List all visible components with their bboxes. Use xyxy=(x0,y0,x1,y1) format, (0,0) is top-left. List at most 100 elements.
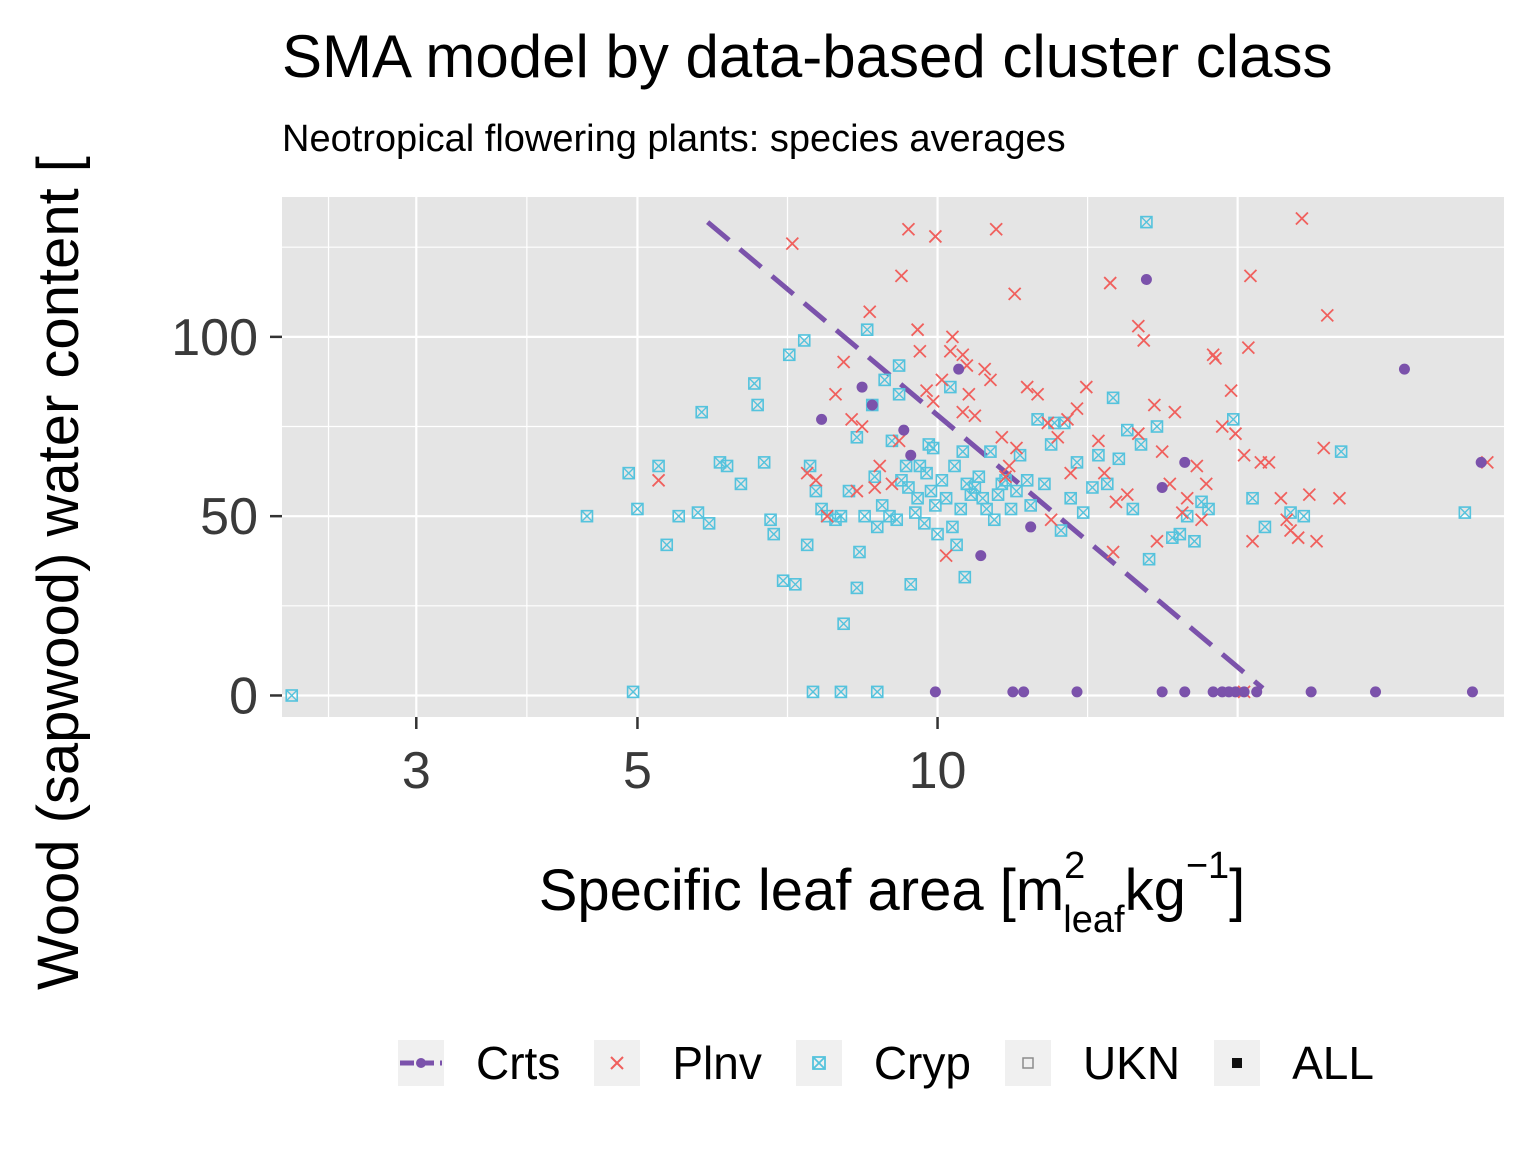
minor-gridlines xyxy=(282,197,1504,717)
plnv-point xyxy=(1280,513,1294,527)
cryp-point-box xyxy=(631,502,644,516)
cryp-point xyxy=(734,477,748,491)
cryp-point-box xyxy=(875,499,889,512)
cryp-point-stroke xyxy=(850,581,863,594)
plnv-point-stroke xyxy=(1051,430,1065,444)
cryp-point xyxy=(789,578,802,591)
cryp-point xyxy=(870,685,884,699)
cryp-point xyxy=(1038,477,1051,491)
cryp-point xyxy=(1086,481,1099,494)
cryp-point-box xyxy=(834,509,848,523)
legend-label-plnv: Plnv xyxy=(672,1037,762,1089)
cryp-point-stroke xyxy=(925,485,938,498)
cryp-point xyxy=(1150,420,1164,433)
plnv-point xyxy=(836,355,851,369)
plnv-point-stroke xyxy=(1194,513,1209,527)
plnv-point-stroke xyxy=(926,394,940,409)
plnv-point-stroke xyxy=(1020,380,1034,394)
cryp-point-box xyxy=(580,509,594,523)
plnv-point-stroke xyxy=(1291,531,1305,545)
cryp-point-box xyxy=(285,689,299,702)
cryp-point-stroke xyxy=(944,381,957,394)
cryp-point-box xyxy=(767,527,781,541)
cryp-point-stroke xyxy=(734,477,747,490)
legend-label-cryp: Cryp xyxy=(873,1037,971,1089)
cryp-point xyxy=(1334,445,1348,458)
plnv-point-stroke xyxy=(1131,319,1145,333)
plnv-point-stroke xyxy=(1302,488,1316,502)
cryp-point xyxy=(672,509,686,523)
cryp-point-box xyxy=(672,509,686,523)
cryp-point xyxy=(892,387,906,401)
cryp-point xyxy=(782,348,796,362)
cryp-point-box xyxy=(853,545,866,559)
plnv-point-stroke xyxy=(863,305,877,319)
cryp-point-stroke xyxy=(1458,506,1471,519)
cryp-point xyxy=(918,517,931,530)
cryp-point-box xyxy=(748,377,761,390)
cryp-point xyxy=(954,502,968,516)
plnv-point xyxy=(1002,459,1016,473)
plnv-point xyxy=(844,412,859,426)
cryp-point-stroke xyxy=(764,513,777,526)
x-axis-label-exp: −1 xyxy=(1186,845,1229,887)
plnv-point xyxy=(873,459,887,473)
cryp-point xyxy=(920,466,933,480)
plnv-point-stroke xyxy=(1131,427,1145,441)
cryp-point-stroke xyxy=(893,359,906,372)
cryp-point-stroke xyxy=(948,459,961,472)
cryp-point-box xyxy=(1020,474,1034,487)
plnv-point xyxy=(995,430,1009,444)
plnv-point-stroke xyxy=(1215,419,1229,434)
plnv-point xyxy=(828,387,843,401)
cryp-point-stroke xyxy=(622,467,635,480)
cryp-point xyxy=(924,484,938,498)
cryp-point xyxy=(1004,502,1018,516)
cryp-point-stroke xyxy=(958,571,971,584)
cryp-point xyxy=(695,405,709,419)
crts-point xyxy=(1025,521,1037,533)
plnv-point xyxy=(1109,495,1123,509)
cryp-point-box xyxy=(1057,416,1071,430)
plnv-point xyxy=(1064,466,1078,480)
cryp-point xyxy=(660,538,674,552)
cryp-point-box xyxy=(1195,495,1208,509)
cryp-point-box xyxy=(691,506,705,519)
plnv-point-stroke xyxy=(1064,466,1078,480)
cryp-point xyxy=(713,456,727,469)
cryp-point-stroke xyxy=(968,481,981,494)
cryp-point-stroke xyxy=(980,503,993,515)
cryp-point-stroke xyxy=(1092,449,1105,462)
plnv-point xyxy=(1079,380,1093,394)
cryp-point-stroke xyxy=(748,377,761,390)
plnv-point-stroke xyxy=(1168,405,1182,419)
cryp-point-stroke xyxy=(850,431,863,444)
plnv-point-stroke xyxy=(850,484,864,498)
crts-point xyxy=(1466,686,1478,698)
cryp-point xyxy=(626,685,640,699)
y-tick-label: 50 xyxy=(200,488,258,546)
cryp-point-box xyxy=(782,348,796,362)
cryp-point-box xyxy=(1038,477,1051,491)
cryp-point-box xyxy=(1106,391,1120,405)
plnv-point-stroke xyxy=(1206,348,1220,362)
cryp-point-box xyxy=(652,459,665,473)
cryp-point xyxy=(751,398,764,412)
plnv-point xyxy=(1097,466,1111,480)
legend-item-all: ALL xyxy=(1214,1036,1374,1090)
cryp-point xyxy=(1092,448,1105,462)
cryp-point-stroke xyxy=(1297,510,1310,523)
cryp-point xyxy=(1297,509,1311,523)
cryp-point-box xyxy=(924,484,938,498)
cryp-point xyxy=(950,538,963,552)
cryp-point-stroke xyxy=(861,323,874,336)
x-axis-label-unit: kg xyxy=(1125,858,1186,923)
plnv-point-stroke xyxy=(968,409,982,423)
cryp-point xyxy=(850,581,864,595)
plnv-point xyxy=(863,305,877,319)
crts-point xyxy=(1156,686,1168,698)
cryp-point-box xyxy=(797,334,811,347)
plnv-point-stroke xyxy=(983,373,998,387)
plnv-point xyxy=(1020,380,1034,394)
cryp-point-stroke xyxy=(935,474,948,487)
